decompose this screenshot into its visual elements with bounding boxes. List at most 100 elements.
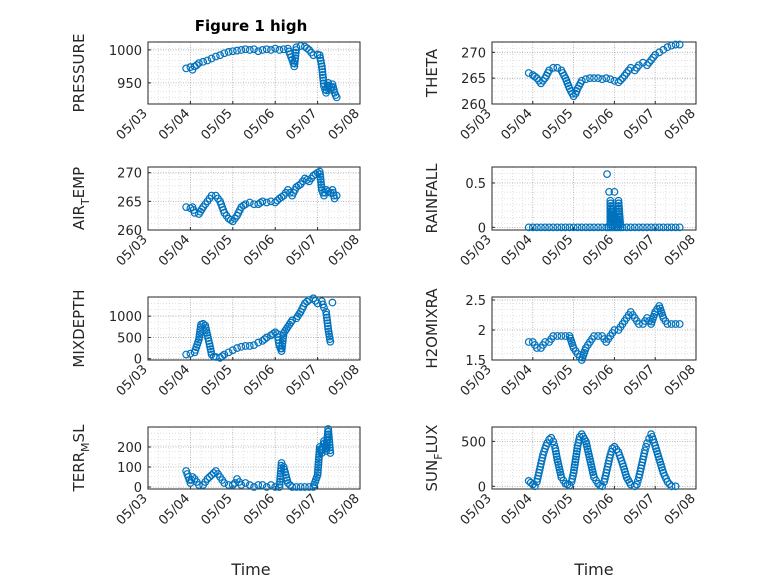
data-point [250, 341, 258, 350]
data-point [237, 46, 246, 54]
data-point [269, 329, 277, 338]
x-tick-label: 05/04 [156, 491, 193, 528]
data-point [625, 478, 634, 487]
y-axis-label: RAINFALL [423, 163, 441, 234]
data-point [312, 473, 321, 482]
data-point [317, 62, 326, 71]
data-point [545, 435, 554, 444]
x-tick-label: 05/03 [114, 106, 151, 143]
data-point [663, 223, 672, 232]
y-tick-label: 265 [117, 195, 142, 210]
data-point [254, 47, 263, 56]
data-point [535, 76, 543, 85]
data-point [275, 46, 284, 54]
x-tick-label: 05/06 [241, 362, 278, 399]
x-tick-label: 05/07 [283, 106, 320, 143]
y-tick-label: 0 [134, 481, 142, 496]
data-point [278, 339, 287, 348]
data-point [559, 476, 568, 485]
subplot-7: 0 100 200 05/03 05/04 05/05 05/06 05/07 05/08 TER… [70, 424, 363, 528]
data-point [275, 483, 284, 491]
data-point [572, 450, 581, 458]
data-point [311, 296, 320, 305]
data-point [573, 223, 582, 232]
x-tick-label: 05/04 [156, 362, 193, 399]
data-point [581, 223, 590, 232]
data-point [290, 62, 299, 71]
data-point [654, 452, 663, 461]
data-point [220, 350, 229, 359]
data-point [290, 59, 299, 68]
subplot-5: 0 500 1000 05/03 05/04 05/05 05/06 05/07 05/08 MI… [70, 289, 363, 399]
data-point [220, 49, 229, 58]
x-tick-label: 05/07 [621, 491, 658, 528]
data-point [298, 177, 307, 186]
data-point [610, 187, 619, 196]
data-point [615, 210, 624, 218]
data-point [549, 63, 558, 72]
data-point [271, 198, 280, 207]
data-point [675, 40, 684, 49]
data-point [303, 44, 311, 53]
data-point [233, 46, 241, 55]
data-point [254, 481, 263, 489]
x-tick-label: 05/08 [662, 232, 699, 269]
x-tick-label: 05/05 [539, 362, 576, 399]
data-point [314, 463, 323, 472]
data-point [667, 223, 676, 232]
x-tick-label: 05/06 [241, 491, 278, 528]
data-point [324, 427, 333, 436]
data-point [528, 223, 537, 232]
data-point [258, 481, 267, 489]
data-point [586, 74, 594, 83]
data-point [278, 336, 287, 345]
data-point [314, 466, 322, 474]
data-point [316, 175, 325, 184]
data-point [194, 338, 202, 347]
y-tick-label: 270 [117, 167, 142, 182]
x-tick-label: 05/04 [499, 232, 536, 269]
x-tick-label: 05/03 [458, 232, 495, 269]
y-tick-label: 100 [117, 461, 142, 476]
data-point [192, 478, 201, 486]
data-point [675, 223, 684, 232]
data-point [624, 311, 633, 319]
data-point [322, 307, 330, 316]
data-point [524, 69, 533, 77]
data-point [199, 57, 208, 66]
data-point [194, 59, 203, 68]
data-point [214, 194, 222, 203]
data-point [182, 350, 191, 359]
data-point [211, 52, 220, 61]
x-tick-label: 05/06 [241, 106, 278, 143]
x-tick-label: 05/06 [580, 106, 617, 143]
data-point [588, 335, 596, 343]
data-point [606, 199, 615, 208]
data-point [317, 183, 326, 192]
y-tick-label: 265 [461, 72, 486, 87]
data-point [182, 64, 191, 73]
data-point [318, 68, 327, 76]
data-point [600, 474, 609, 483]
data-point [258, 197, 267, 206]
data-point [655, 223, 664, 232]
data-point [620, 71, 629, 80]
data-point [286, 318, 295, 327]
data-point [325, 438, 334, 447]
data-point [614, 78, 623, 87]
data-point [533, 474, 542, 483]
data-point [537, 456, 546, 465]
data-point [575, 353, 584, 361]
data-point [187, 476, 196, 484]
data-point [590, 223, 598, 232]
data-point [539, 341, 547, 349]
data-point [526, 478, 535, 487]
data-point [182, 203, 191, 211]
data-point [571, 347, 580, 355]
data-point [592, 476, 600, 485]
data-point [218, 476, 227, 484]
x-tick-label: 05/04 [499, 491, 536, 528]
data-point [621, 470, 630, 479]
